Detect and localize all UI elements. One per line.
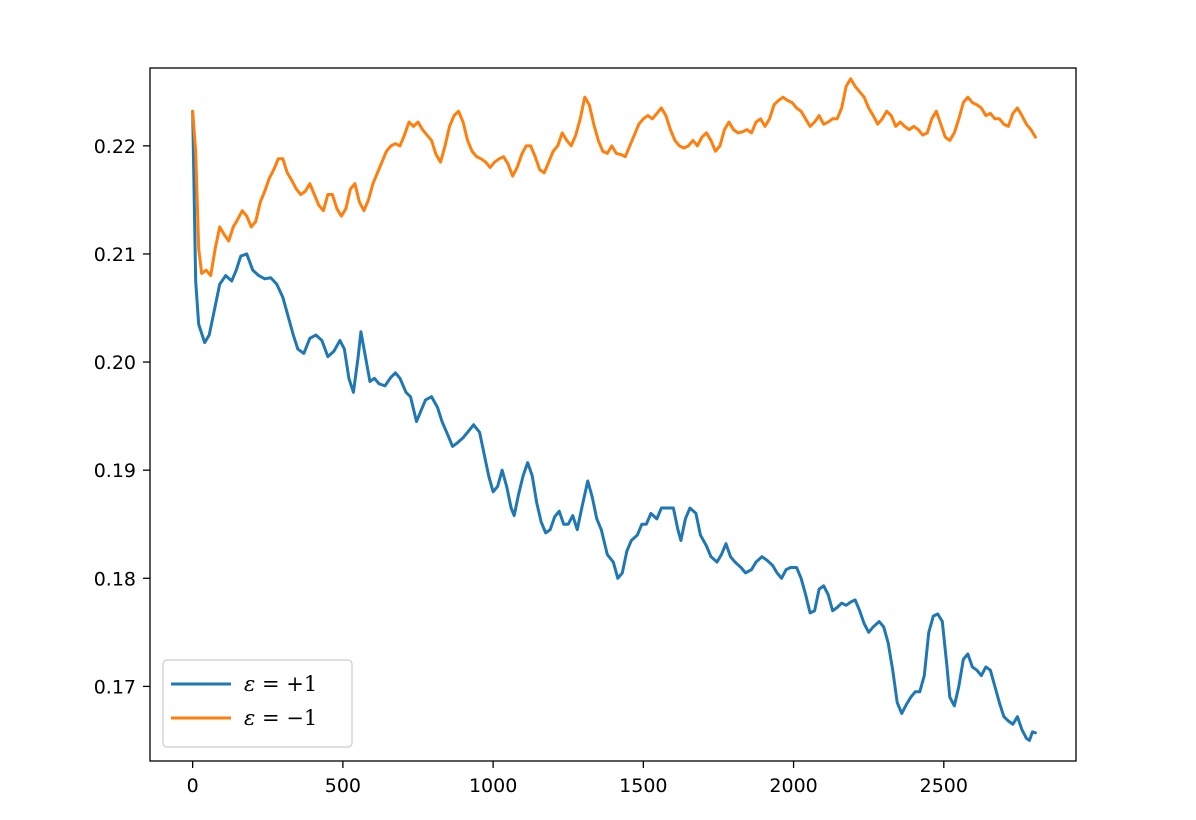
legend: ε = +1 ε = −1 (162, 659, 353, 748)
series-layer (191, 77, 1037, 742)
legend-box (162, 659, 353, 748)
x-tick-label: 0 (187, 775, 199, 797)
y-tick-label: 0.20 (94, 352, 136, 374)
x-tick-label: 2500 (920, 775, 968, 797)
y-tick-label: 0.18 (94, 568, 136, 590)
series-line-2 (191, 77, 1037, 278)
plot-frame (149, 67, 1077, 762)
x-tick-label: 1500 (619, 775, 667, 797)
ticks-layer: 0 500 1000 1500 2000 2500 0.17 0.18 0.19 0.20 0.21… (94, 136, 968, 797)
x-tick-label: 2000 (769, 775, 817, 797)
y-tick-label: 0.17 (94, 676, 136, 698)
legend-label-series-1: ε = +1 (244, 672, 317, 696)
legend-label-series-2: ε = −1 (244, 706, 317, 730)
series-line-1 (191, 109, 1037, 742)
x-tick-label: 1000 (469, 775, 517, 797)
x-tick-label: 500 (325, 775, 361, 797)
y-tick-label: 0.21 (94, 244, 136, 266)
y-tick-label: 0.19 (94, 460, 136, 482)
y-tick-label: 0.22 (94, 136, 136, 158)
